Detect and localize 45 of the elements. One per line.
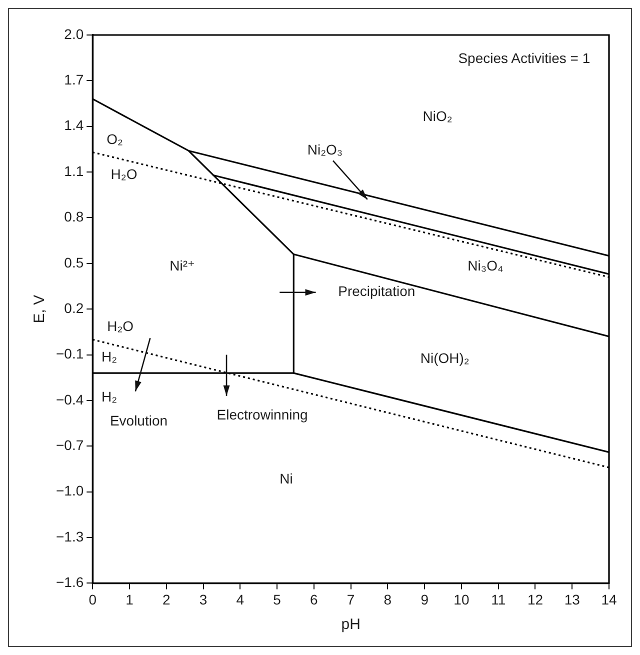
y-tick-label: 1.7 [64, 72, 84, 88]
annotation: Precipitation [338, 283, 416, 300]
x-tick-label: 6 [310, 591, 318, 608]
annotation: Ni(OH)₂ [420, 350, 470, 366]
x-tick-label: 10 [454, 591, 470, 608]
y-tick-label: −0.7 [56, 437, 84, 454]
x-tick-label: 2 [162, 591, 171, 608]
annotation: Species Activities = 1 [458, 50, 590, 66]
x-tick-label: 5 [273, 591, 282, 608]
x-tick-label: 9 [420, 591, 429, 608]
annotation: Ni₂O₃ [307, 142, 343, 158]
x-tick-label: 13 [564, 591, 580, 608]
annotation: H₂ [101, 388, 118, 404]
x-tick-label: 1 [126, 591, 134, 608]
x-tick-label: 12 [527, 591, 544, 608]
annotation: H₂ [101, 348, 118, 365]
annotation: H₂O [110, 166, 138, 182]
x-tick-label: 7 [346, 591, 355, 608]
annotation: Evolution [110, 412, 168, 429]
y-tick-label: 1.4 [64, 117, 84, 134]
y-tick-label: 0.5 [64, 254, 84, 270]
y-tick-label: 0.2 [64, 300, 84, 316]
y-tick-label: 1.1 [64, 162, 84, 179]
annotation: Ni₃O₄ [468, 257, 504, 274]
x-tick-label: 0 [88, 591, 97, 608]
y-tick-label: −1.3 [56, 528, 84, 544]
x-tick-label: 3 [199, 591, 208, 608]
y-tick-label: −0.4 [56, 391, 84, 408]
x-tick-label: 14 [601, 591, 617, 608]
annotation: Ni [280, 470, 293, 487]
annotation: NiO₂ [422, 108, 452, 124]
y-tick-label: −1.0 [56, 482, 84, 499]
x-tick-label: 4 [236, 591, 244, 608]
annotation: Electrowinning [216, 406, 308, 423]
x-tick-label: 8 [384, 591, 392, 608]
annotation: O₂ [106, 130, 123, 147]
x-axis-title: pH [341, 616, 360, 634]
annotation: Ni²⁺ [170, 257, 195, 274]
y-tick-label: −1.6 [56, 574, 84, 590]
y-tick-label: 2.0 [64, 26, 84, 42]
y-tick-label: −0.1 [56, 346, 84, 362]
y-tick-label: 0.8 [64, 208, 84, 225]
y-axis-title: E, V [31, 294, 48, 324]
x-tick-label: 11 [491, 591, 506, 608]
annotation: H₂O [107, 318, 134, 334]
